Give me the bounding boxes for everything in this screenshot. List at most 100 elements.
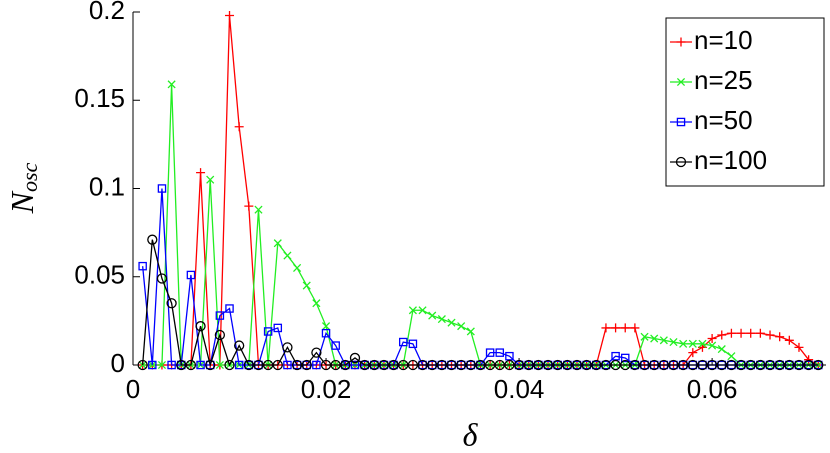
marker: [620, 353, 630, 363]
y-axis-label-main: N: [4, 190, 40, 214]
marker: [301, 359, 312, 371]
marker: [388, 359, 399, 371]
legend-marker: [676, 37, 686, 47]
marker: [378, 359, 390, 371]
marker: [669, 337, 678, 347]
marker: [215, 360, 224, 370]
marker: [244, 201, 254, 211]
marker: [688, 348, 698, 358]
marker: [137, 359, 148, 371]
marker: [320, 359, 332, 371]
marker: [225, 304, 234, 313]
marker: [206, 175, 215, 184]
series-line: [142, 239, 819, 368]
marker: [542, 359, 554, 371]
y-axis-label: Nosc: [4, 162, 42, 214]
marker: [311, 347, 322, 358]
x-axis-label: δ: [463, 416, 479, 452]
legend-marker: [676, 117, 686, 127]
marker: [196, 168, 206, 178]
marker: [475, 359, 486, 371]
marker: [726, 328, 736, 338]
marker: [794, 342, 804, 352]
marker: [312, 360, 321, 370]
marker: [330, 359, 341, 371]
marker: [176, 359, 187, 371]
marker: [611, 351, 620, 361]
marker: [504, 359, 515, 371]
marker: [157, 184, 167, 193]
marker: [282, 342, 293, 353]
marker: [650, 334, 659, 343]
marker: [253, 359, 264, 371]
marker: [234, 340, 245, 351]
marker: [312, 299, 321, 308]
marker: [446, 359, 457, 371]
marker: [321, 328, 331, 338]
marker: [195, 321, 206, 332]
x-tick-label: 0.04: [494, 374, 545, 404]
marker: [717, 345, 726, 354]
marker: [156, 273, 168, 284]
x-tick-label: 0: [126, 374, 140, 404]
marker: [418, 306, 427, 315]
marker: [234, 122, 244, 132]
legend-label: n=10: [694, 25, 753, 55]
y-tick-label: 0.15: [74, 83, 125, 113]
marker: [716, 359, 727, 371]
marker: [340, 359, 351, 371]
legend-label: n=25: [694, 65, 753, 95]
marker: [350, 360, 360, 370]
marker: [814, 360, 823, 370]
marker: [185, 359, 197, 371]
marker: [215, 311, 225, 320]
marker: [494, 359, 505, 371]
marker: [755, 359, 766, 371]
marker: [465, 359, 476, 371]
marker: [254, 205, 263, 214]
marker: [147, 234, 158, 245]
marker: [167, 80, 176, 89]
marker: [447, 318, 456, 327]
marker: [591, 359, 602, 371]
marker: [148, 360, 157, 370]
marker: [331, 341, 340, 350]
marker: [513, 359, 525, 371]
marker: [456, 359, 467, 371]
y-tick-label: 0.05: [74, 260, 125, 290]
series-line: [142, 188, 819, 366]
y-tick-label: 0.2: [89, 0, 125, 25]
marker: [640, 332, 649, 341]
marker: [804, 355, 814, 365]
marker: [427, 359, 438, 371]
marker: [679, 339, 688, 348]
marker: [283, 360, 292, 370]
marker: [485, 348, 495, 357]
marker: [243, 359, 254, 371]
marker: [629, 359, 641, 371]
marker: [436, 359, 448, 371]
marker: [484, 359, 496, 371]
y-tick-label: 0.1: [89, 171, 125, 201]
marker: [234, 360, 244, 370]
marker: [273, 323, 283, 333]
marker: [765, 330, 775, 340]
legend-box: [665, 17, 825, 187]
marker: [746, 328, 756, 338]
marker: [224, 359, 235, 371]
marker: [775, 332, 785, 342]
marker: [630, 323, 640, 333]
legend-marker: [675, 156, 687, 168]
marker: [321, 322, 331, 331]
marker: [774, 359, 785, 371]
marker: [678, 359, 689, 371]
marker: [495, 348, 505, 357]
marker: [620, 359, 631, 371]
marker: [784, 359, 795, 371]
marker: [505, 351, 514, 361]
marker: [736, 328, 746, 338]
marker: [581, 359, 592, 371]
marker: [205, 360, 215, 370]
marker: [601, 323, 611, 333]
